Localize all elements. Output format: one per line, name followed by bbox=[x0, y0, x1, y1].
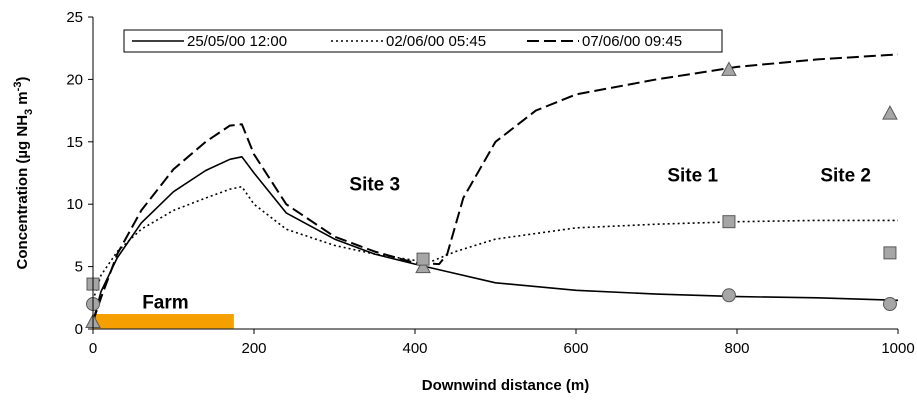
y-tick-label-3: 15 bbox=[66, 134, 83, 151]
annotation-layer: Site 3 Site 1 Site 2 Farm bbox=[142, 166, 871, 314]
series-line-0 bbox=[92, 156, 899, 322]
y-axis-title-sub: 3 bbox=[23, 109, 35, 115]
farm-layer bbox=[93, 314, 234, 329]
y-axis-title-sup: -3 bbox=[12, 82, 24, 92]
legend: 25/05/00 12:00 02/06/00 05:45 07/06/00 09:… bbox=[123, 29, 723, 53]
y-tick-label-5: 25 bbox=[66, 9, 83, 26]
annotation-farm: Farm bbox=[142, 292, 188, 313]
y-tick-label-1: 5 bbox=[75, 259, 83, 276]
x-tick-label-0: 0 bbox=[89, 340, 97, 357]
annotation-site-3: Site 3 bbox=[349, 174, 400, 195]
legend-box bbox=[123, 29, 723, 53]
marker-circle-10 bbox=[882, 297, 897, 312]
farm-bar bbox=[93, 314, 234, 329]
y-tick-label-4: 20 bbox=[66, 71, 83, 88]
x-tick-label-1: 200 bbox=[241, 340, 266, 357]
marker-triangle-3 bbox=[415, 258, 431, 274]
x-tick-label-2: 400 bbox=[402, 340, 427, 357]
y-tick-label-0: 0 bbox=[75, 321, 83, 338]
y-axis-title-mid: m bbox=[14, 91, 31, 109]
marker-circle-7 bbox=[721, 288, 736, 303]
x-tick-label-3: 600 bbox=[563, 340, 588, 357]
x-tick-label-4: 800 bbox=[724, 340, 749, 357]
x-axis-title: Downwind distance (m) bbox=[422, 377, 590, 394]
marker-square-4 bbox=[416, 252, 430, 266]
legend-label-2: 07/06/00 09:45 bbox=[582, 33, 682, 50]
marker-square-6 bbox=[722, 215, 736, 229]
y-axis-title-post: ) bbox=[14, 77, 31, 82]
y-axis-title-pre: Concentration (µg NH bbox=[14, 115, 31, 269]
annotation-site-1: Site 1 bbox=[667, 166, 718, 187]
x-tick-label-5: 1000 bbox=[881, 340, 914, 357]
axes-layer: 0 5 10 15 20 25 0 200 400 600 800 1000 bbox=[66, 9, 914, 357]
marker-triangle-8 bbox=[882, 105, 898, 120]
series-layer bbox=[92, 53, 899, 322]
legend-label-1: 02/06/00 05:45 bbox=[386, 33, 486, 50]
marker-triangle-5 bbox=[721, 61, 737, 76]
series-line-1 bbox=[92, 185, 898, 301]
legend-label-0: 25/05/00 12:00 bbox=[187, 33, 287, 50]
annotation-site-2: Site 2 bbox=[820, 166, 871, 187]
y-axis-title: Concentration (µg NH3 m-3) bbox=[12, 77, 35, 270]
series-line-2 bbox=[92, 53, 899, 322]
marker-square-9 bbox=[883, 246, 897, 260]
marker-layer bbox=[85, 61, 898, 329]
y-tick-label-2: 10 bbox=[66, 196, 83, 213]
